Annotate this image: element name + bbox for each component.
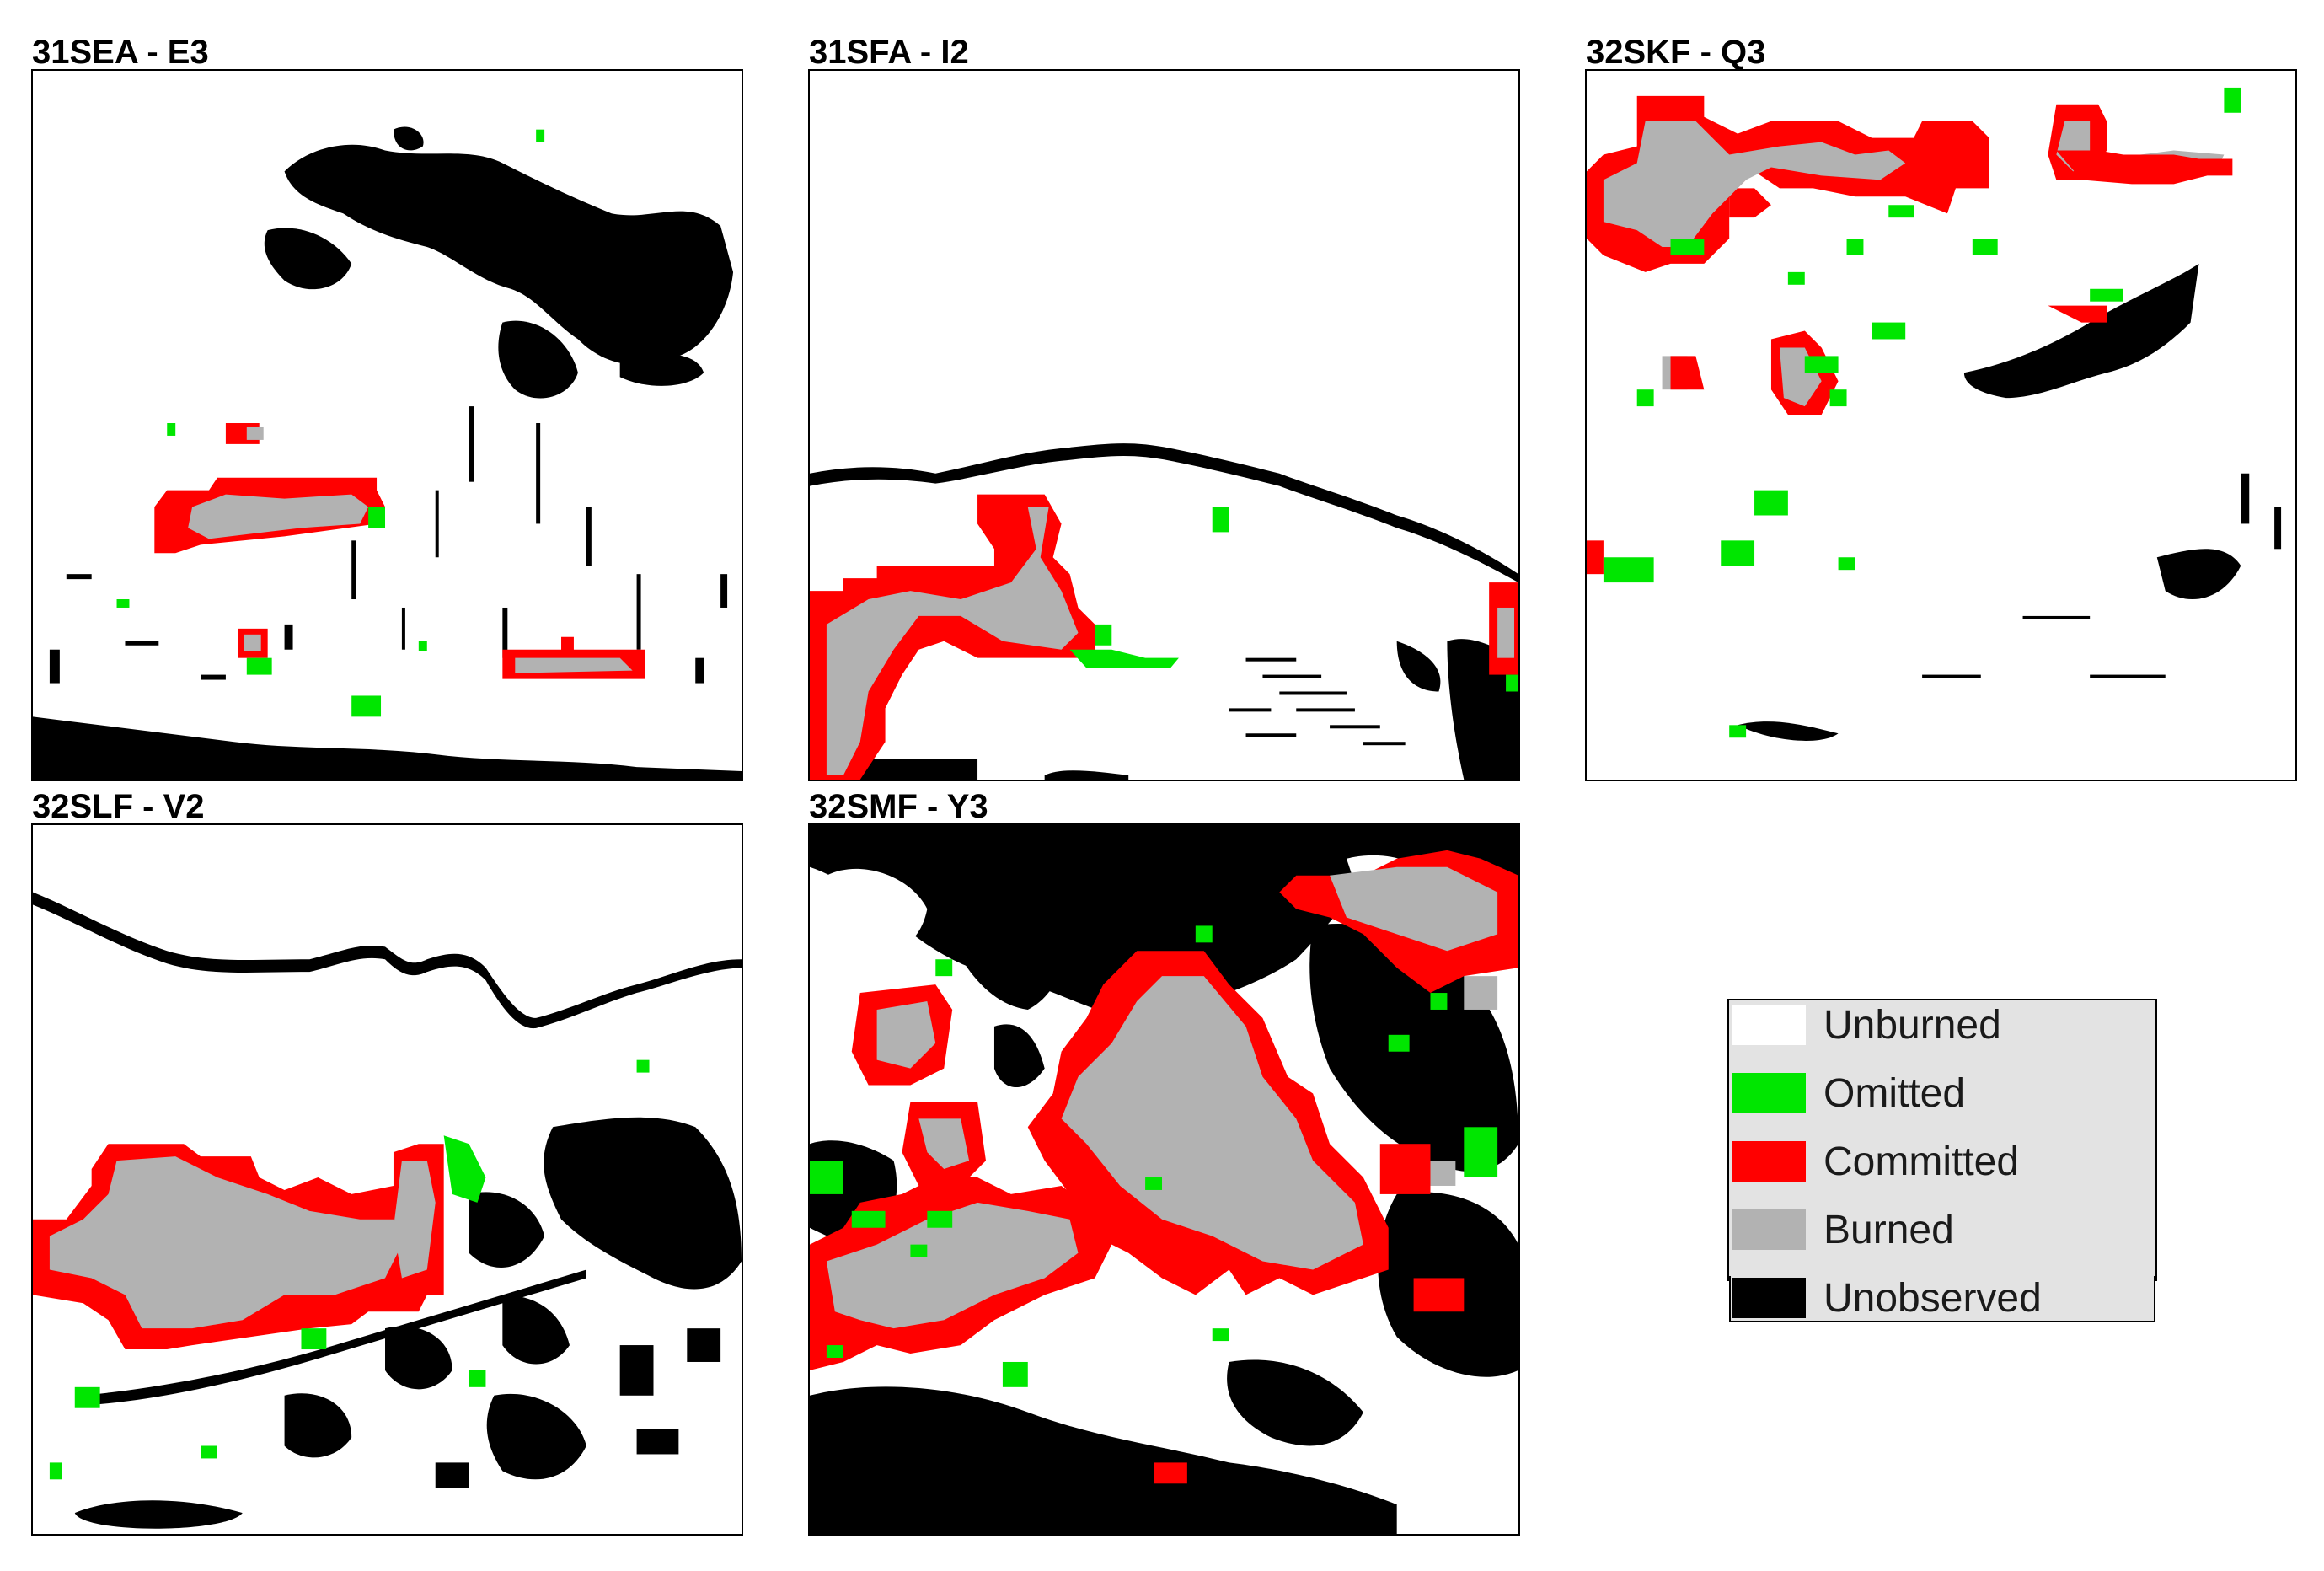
legend-item-unburned: Unburned — [1729, 1005, 2155, 1047]
panel-title-32skf: 32SKF - Q3 — [1586, 34, 1766, 71]
map-31sfa — [810, 443, 1518, 780]
legend-label-committed: Committed — [1823, 1139, 2020, 1184]
map-32skf — [1587, 87, 2282, 741]
legend-swatch-omitted — [1732, 1073, 1806, 1113]
map-31sea — [33, 126, 742, 780]
legend-swatch-committed — [1732, 1141, 1806, 1182]
legend-item-omitted: Omitted — [1729, 1073, 2155, 1115]
legend-swatch-unburned — [1732, 1005, 1806, 1045]
map-panel-31sea — [31, 69, 743, 781]
legend-label-unburned: Unburned — [1823, 1003, 2001, 1048]
legend-swatch-burned — [1732, 1209, 1806, 1250]
map-32slf — [33, 892, 742, 1529]
legend-item-burned: Burned — [1729, 1209, 2155, 1252]
panel-title-31sfa: 31SFA - I2 — [809, 34, 969, 71]
map-32smf — [810, 825, 1518, 1534]
map-panel-32slf — [31, 823, 743, 1536]
legend-label-burned: Burned — [1823, 1208, 1954, 1252]
legend-item-committed: Committed — [1729, 1141, 2155, 1183]
legend-label-omitted: Omitted — [1823, 1071, 1966, 1116]
legend-item-unobserved-row: Unobserved — [1729, 1276, 2155, 1322]
panel-title-32slf: 32SLF - V2 — [32, 788, 205, 825]
panel-title-31sea: 31SEA - E3 — [32, 34, 209, 71]
map-panel-32smf — [808, 823, 1520, 1536]
legend-swatch-unobserved — [1732, 1278, 1806, 1318]
map-panel-32skf — [1585, 69, 2297, 781]
map-legend: Unburned Omitted Committed Burned — [1727, 999, 2157, 1281]
legend-label-unobserved: Unobserved — [1823, 1276, 2042, 1321]
panel-title-32smf: 32SMF - Y3 — [809, 788, 988, 825]
map-panel-31sfa — [808, 69, 1520, 781]
